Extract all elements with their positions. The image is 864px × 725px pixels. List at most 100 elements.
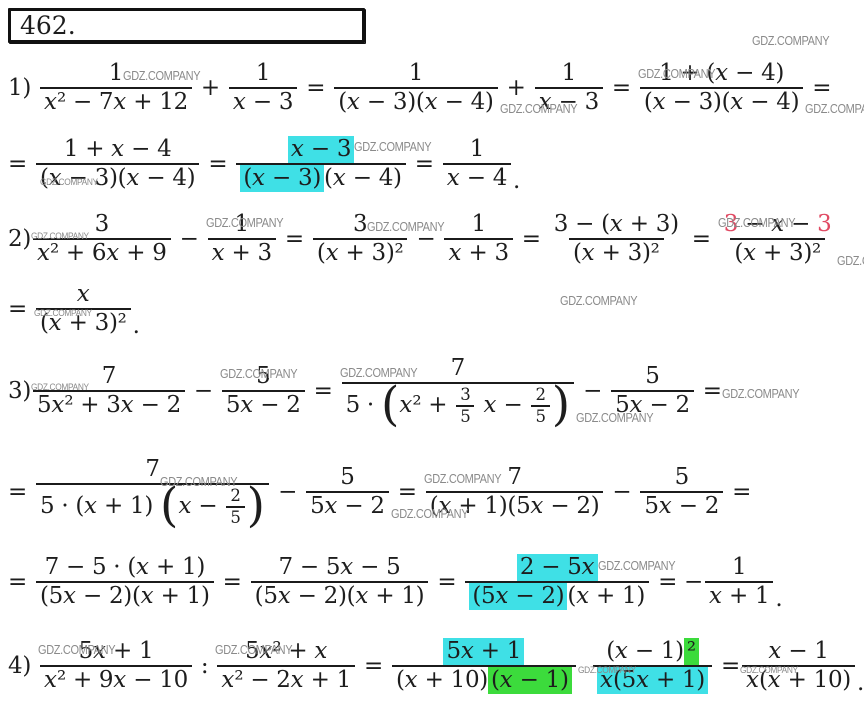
fraction: 5 5x − 2: [611, 363, 694, 419]
math-text: (5x − 2): [472, 583, 565, 609]
math-text: 2: [535, 385, 546, 405]
watermark-text: GDZ.COMPANY: [597, 559, 676, 574]
math-text: 5x − 2: [644, 493, 720, 519]
math-text: 3: [723, 210, 739, 237]
watermark-text: GDZ.COMPANY: [215, 643, 293, 658]
highlight-green: ²: [683, 637, 699, 665]
denominator: 5x − 2: [640, 491, 724, 520]
watermark-text: GDZ.COMPANY: [205, 216, 284, 231]
fraction: 3 − x − 3 (x + 3)²: [720, 211, 836, 267]
numerator: 7: [503, 464, 525, 491]
math-text: − x −: [738, 210, 818, 237]
watermark-top-right: GDZ.COMPANY: [752, 34, 830, 48]
math-text: 3: [817, 210, 832, 237]
math-text: x −: [483, 392, 530, 418]
math-text: x − 1: [768, 637, 829, 664]
math-text: (x − 3)(x − 4): [643, 89, 800, 115]
math-text: =: [805, 75, 832, 101]
math-text: 5 ·: [345, 392, 381, 418]
math-text: 5 · (x + 1): [39, 493, 161, 519]
math-text: x(x + 10): [745, 667, 851, 693]
math-text: =: [299, 75, 333, 101]
math-text: 1: [469, 135, 485, 162]
numerator: 3 GDZ.COMPANY: [349, 210, 445, 238]
math-text: .: [856, 669, 864, 696]
big-paren: (: [380, 377, 400, 433]
math-text: x² +: [399, 392, 455, 418]
math-text: =: [8, 151, 34, 177]
math-text: 7 − 5 · (x + 1): [44, 553, 206, 580]
math-text: 1): [8, 75, 39, 101]
math-text: 7: [145, 456, 160, 483]
numerator: 3 − x − 3: [720, 211, 836, 238]
denominator: x − 3: [534, 87, 603, 116]
math-text: =: [277, 226, 311, 252]
watermark-text: GDZ.COMPANY: [367, 219, 445, 234]
math-text: =: [684, 226, 718, 252]
fraction: 1 x − 3: [534, 60, 603, 116]
highlight-green: (x − 1): [487, 667, 572, 695]
math-text: −: [409, 226, 443, 252]
math-text: 3 − (x + 3): [553, 210, 679, 237]
math-text: 5x − 2: [310, 493, 385, 519]
numerator: 7 GDZ.COMPANY: [141, 456, 237, 489]
watermark-text: GDZ.COMPANY: [339, 365, 418, 380]
numerator: 7 − 5 · (x + 1): [41, 554, 209, 581]
denominator: 5: [531, 404, 550, 427]
watermark-text: GDZ.COMPANY: [159, 475, 238, 490]
denominator: (5x − 2)(x + 1): [465, 581, 650, 611]
math-text: 1: [732, 553, 747, 580]
math-text: = −: [651, 569, 704, 595]
math-text: 3: [353, 210, 368, 237]
numerator: 2: [531, 385, 549, 405]
math-line-step-3-line-1: 3) GDZ.COMPANY 7 5x² + 3x − 2 − GDZ.COMPANY…: [6, 339, 864, 443]
math-text: x: [76, 280, 90, 307]
math-text: x − 4: [446, 165, 508, 191]
numerator: 5: [252, 363, 274, 390]
numerator: 1: [405, 60, 427, 87]
math-text: 2 − 5x: [519, 553, 595, 580]
math-text: (x + 3)²: [316, 240, 404, 266]
fraction: 7 5x² + 3x − 2: [33, 363, 185, 419]
math-text: x −: [178, 493, 225, 519]
problem-number-box: 462.: [8, 8, 365, 43]
math-text: 1: [255, 59, 271, 86]
math-line-step-3-line-2: = 7 GDZ.COMPANY 5 · (x + 1) (x − 2 5) − 5 5x…: [6, 443, 864, 541]
denominator: (x − 3)(x − 4): [334, 87, 498, 116]
denominator: 5x − 2: [306, 491, 389, 520]
denominator: GDZ.COMPANY (x − 3)(x − 4): [35, 163, 200, 192]
watermark-text: GDZ.COMPANY: [423, 471, 502, 486]
math-text: =: [215, 569, 249, 595]
math-text: :: [193, 653, 216, 679]
fraction: x − 3 GDZ.COMPANY (x − 3) (x − 4): [236, 135, 432, 193]
colored-text: 3: [817, 210, 832, 238]
highlight-cyan: 5x + 1: [443, 637, 525, 665]
math-text: 3): [8, 378, 32, 404]
math-text: +: [499, 75, 533, 101]
numerator: 7: [447, 355, 469, 382]
numerator: 3: [456, 385, 474, 405]
math-text: 4): [8, 653, 39, 679]
highlight-cyan: x(5x + 1): [597, 667, 708, 695]
denominator: x − 4: [442, 163, 512, 192]
math-text: (x − 1): [490, 667, 569, 693]
math-text: =: [306, 378, 340, 404]
math-line-step-2-line-1: 2) GDZ.COMPANY 3 x² + 6x + 9 − GDZ.COMPANY 1…: [6, 199, 864, 279]
math-text: x + 3: [211, 240, 273, 266]
math-text: =: [390, 479, 424, 505]
math-text: 1: [471, 210, 486, 237]
math-text: x² − 2x + 1: [221, 667, 351, 693]
numerator: 1: [231, 211, 253, 238]
math-text: =: [356, 653, 390, 679]
fraction: 5x² + x x² − 2x + 1: [217, 638, 355, 694]
watermark-text: GDZ.COMPANY: [38, 643, 116, 658]
math-text: 2): [8, 226, 32, 252]
math-text: 1: [234, 210, 250, 237]
math-text: (x − 4): [324, 165, 402, 191]
denominator: (5x − 2)(x + 1): [35, 581, 214, 610]
fraction: 5x + 1 x² + 9x − 10: [40, 638, 192, 694]
math-text: 1 + (x − 4): [659, 59, 785, 86]
